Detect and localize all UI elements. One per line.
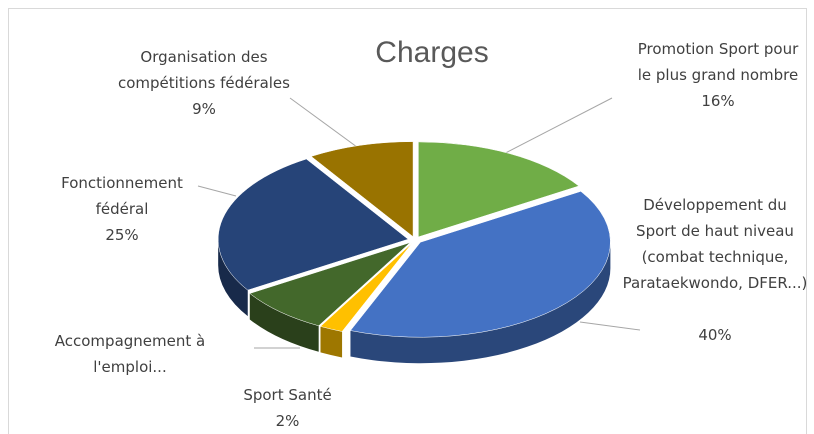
category-label: Fonctionnement fédéral: [61, 174, 183, 218]
value-label: 9%: [192, 100, 216, 118]
chart-title: Charges: [375, 36, 489, 69]
category-label: Sport Santé: [243, 386, 332, 404]
slice-side: [218, 239, 248, 317]
slice-side: [350, 242, 611, 364]
slice-label: Fonctionnement fédéral 25%: [42, 170, 202, 248]
slice-label: Développement du Sport de haut niveau (c…: [622, 192, 808, 348]
slice-side: [249, 293, 319, 352]
slice: [310, 141, 414, 238]
slice-label: Promotion Sport pour le plus grand nombr…: [630, 36, 806, 114]
pie: [217, 141, 611, 364]
slice-label: Accompagnement à l'emploi...: [30, 328, 230, 380]
value-label: 2%: [275, 412, 300, 430]
slice: [418, 141, 580, 238]
slice: [217, 158, 409, 291]
slice-label: Organisation des compétitions fédérales 9…: [118, 44, 290, 122]
chart-border: [8, 8, 807, 434]
category-label: Promotion Sport pour le plus grand nombr…: [637, 40, 799, 84]
slice: [349, 191, 611, 338]
slice: [249, 242, 411, 327]
value-label: 16%: [701, 92, 735, 110]
slice-label: Sport Santé 2%: [230, 382, 345, 434]
leader-line: [579, 321, 641, 331]
category-label: Accompagnement à l'emploi...: [54, 332, 206, 376]
category-label: Organisation des compétitions fédérales: [118, 48, 290, 92]
leader-line: [487, 97, 613, 163]
category-label: Développement du Sport de haut niveau (c…: [622, 196, 808, 292]
slice: [319, 242, 413, 332]
value-label: 40%: [698, 326, 732, 344]
slice-side: [320, 326, 343, 358]
leader-line: [197, 185, 237, 197]
leader-lines: [197, 97, 641, 349]
value-label: 25%: [105, 226, 139, 244]
